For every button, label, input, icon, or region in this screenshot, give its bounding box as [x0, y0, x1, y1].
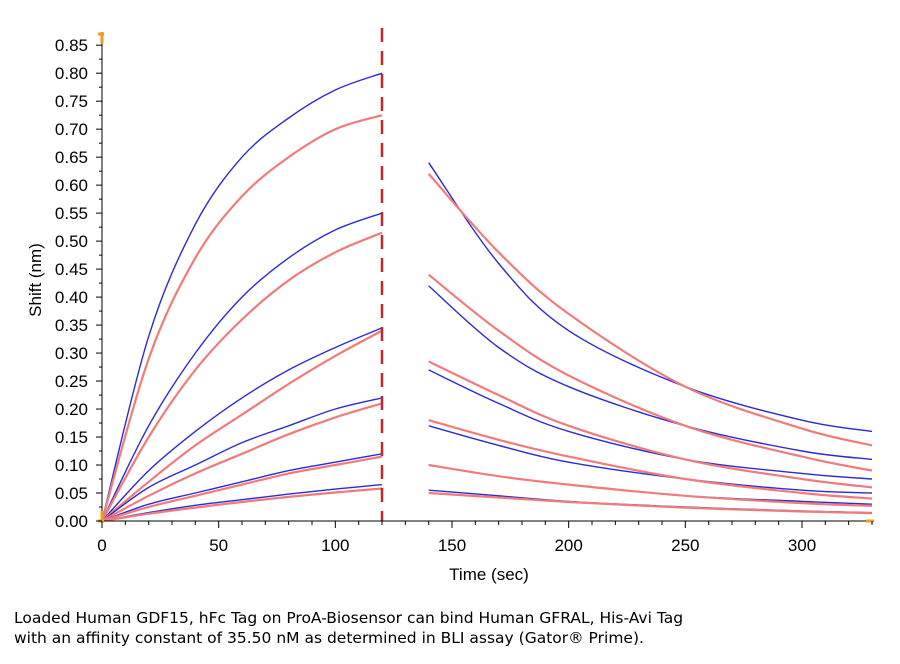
- y-tick-label: 0.10: [55, 456, 88, 475]
- fit-curve-5: [101, 329, 873, 522]
- y-tick-label: 0.55: [55, 204, 88, 223]
- fit-curve-1: [100, 114, 873, 522]
- measured-curve-4: [101, 327, 873, 522]
- fit-curve-9: [101, 455, 873, 523]
- y-tick-label: 0.80: [55, 64, 88, 83]
- y-tick-label: 0.70: [55, 120, 88, 139]
- y-tick-label: 0.05: [55, 484, 88, 503]
- x-tick-label: 300: [788, 536, 816, 555]
- y-tick-label: 0.15: [55, 428, 88, 447]
- x-tick-label: 50: [209, 536, 228, 555]
- y-tick-label: 0.60: [55, 176, 88, 195]
- figure-caption: Loaded Human GDF15, hFc Tag on ProA-Bios…: [14, 608, 894, 648]
- measured-curve-0: [101, 72, 873, 522]
- x-tick-label: 0: [97, 536, 106, 555]
- bli-sensorgram-chart: 0.00 0.05 0.10 0.15 0.20 0.25 0.30 0.35 0.40 0.45…: [26, 28, 874, 584]
- y-tick-label: 0.25: [55, 372, 88, 391]
- x-tick-label: 200: [554, 536, 582, 555]
- y-tick-label: 0.40: [55, 288, 88, 307]
- y-tick-label: 0.85: [55, 36, 88, 55]
- x-tick-label: 150: [438, 536, 466, 555]
- fit-curve-7: [101, 402, 873, 522]
- y-tick-label: 0.65: [55, 148, 88, 167]
- y-tick-label: 0.35: [55, 316, 88, 335]
- caption-line-1: Loaded Human GDF15, hFc Tag on ProA-Bios…: [14, 609, 684, 627]
- y-tick-label: 0.75: [55, 92, 88, 111]
- fit-curve-11: [101, 487, 873, 523]
- measured-curve-6: [101, 397, 873, 522]
- y-tick-label: 0.50: [55, 232, 88, 251]
- corner-marker-top-left: [98, 32, 104, 44]
- x-tick-label: 100: [321, 536, 349, 555]
- y-tick-label: 0.00: [55, 512, 88, 531]
- y-tick-label: 0.20: [55, 400, 88, 419]
- y-axis-title: Shift (nm): [26, 243, 45, 317]
- caption-line-2: with an affinity constant of 35.50 nM as…: [14, 629, 644, 647]
- axes: 0.00 0.05 0.10 0.15 0.20 0.25 0.30 0.35 0.40 0.45…: [55, 32, 874, 555]
- y-tick-label: 0.45: [55, 260, 88, 279]
- fit-curve-3: [101, 231, 873, 522]
- x-tick-label: 250: [671, 536, 699, 555]
- y-tick-label: 0.30: [55, 344, 88, 363]
- x-axis-title: Time (sec): [449, 565, 529, 584]
- measured-curve-2: [101, 212, 873, 522]
- corner-marker-bottom-left: [98, 511, 104, 523]
- series-layer: [100, 28, 873, 523]
